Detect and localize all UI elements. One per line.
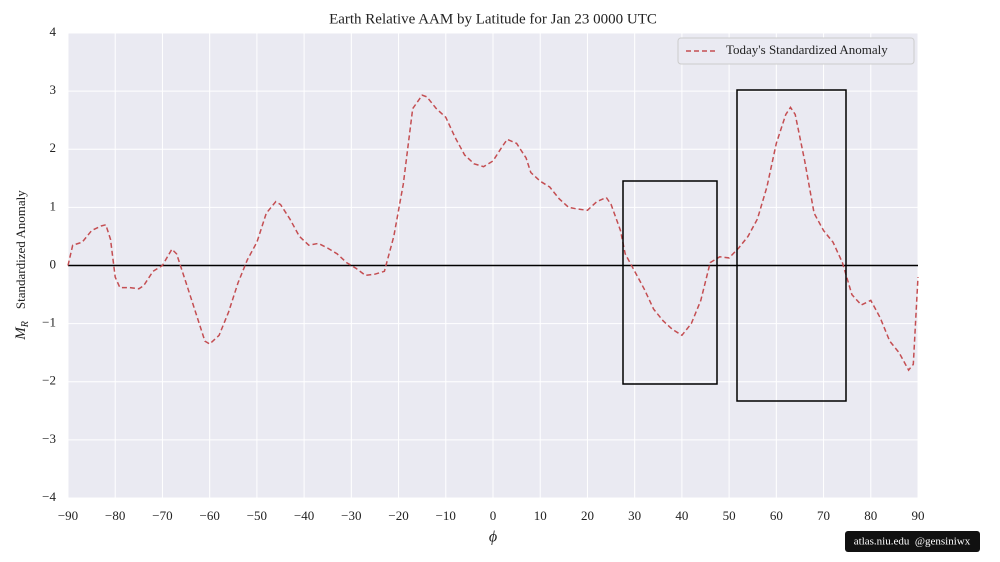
chart-title: Earth Relative AAM by Latitude for Jan 2…: [329, 11, 657, 27]
x-tick-label: −60: [199, 508, 219, 523]
y-axis-text: Standardized Anomaly: [13, 190, 28, 309]
x-tick-label: −40: [294, 508, 314, 523]
x-tick-label: 60: [770, 508, 783, 523]
x-tick-label: 20: [581, 508, 594, 523]
x-tick-label: 90: [912, 508, 925, 523]
y-tick-label: 1: [50, 198, 57, 213]
highlight-box: [622, 180, 718, 385]
y-tick-label: 3: [50, 82, 57, 97]
x-tick-label: −30: [341, 508, 361, 523]
data-line: [67, 94, 919, 372]
x-tick-label: 50: [723, 508, 736, 523]
legend-box: [677, 37, 915, 65]
x-tick-label: 70: [817, 508, 830, 523]
legend: Today's Standardized Anomaly: [677, 37, 915, 65]
y-axis-symbol: M: [13, 326, 29, 341]
y-axis-subscript: R: [20, 321, 31, 328]
highlight-box: [736, 89, 847, 402]
y-tick-label: 4: [50, 24, 57, 39]
x-tick-label: −50: [247, 508, 267, 523]
x-tick-label: −10: [436, 508, 456, 523]
x-tick-label: −70: [152, 508, 172, 523]
x-tick-label: 80: [864, 508, 877, 523]
y-tick-label: 2: [50, 140, 57, 155]
x-axis-label: ϕ: [489, 529, 497, 546]
x-tick-label: 30: [628, 508, 641, 523]
y-tick-label: 0: [50, 256, 57, 271]
x-tick-label: −80: [105, 508, 125, 523]
y-tick-label: −4: [42, 489, 56, 504]
legend-label: Today's Standardized Anomaly: [726, 42, 888, 57]
x-tick-label: 10: [534, 508, 547, 523]
y-tick-label: −3: [42, 431, 56, 446]
x-tick-label: 0: [490, 508, 497, 523]
credit-box: [845, 531, 980, 552]
credit: atlas.niu.edu @gensiniwx: [854, 536, 971, 548]
y-tick-label: −1: [42, 315, 56, 330]
x-tick-label: −20: [388, 508, 408, 523]
y-axis-label: MR Standardized Anomaly: [13, 190, 31, 341]
marks: [67, 94, 919, 372]
y-tick-label: −2: [42, 373, 56, 388]
x-tick-label: 40: [675, 508, 688, 523]
x-tick-label: −90: [58, 508, 78, 523]
